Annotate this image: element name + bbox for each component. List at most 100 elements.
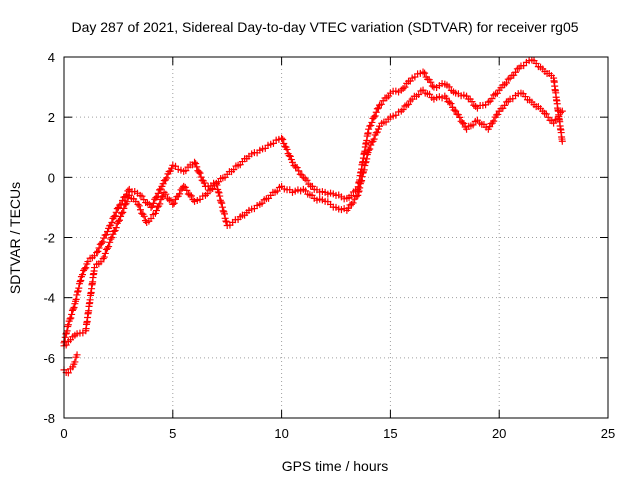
trace-marker — [187, 192, 195, 200]
trace-marker — [209, 185, 217, 193]
trace-marker — [165, 196, 173, 204]
trace-marker — [458, 119, 466, 127]
trace-marker — [71, 358, 79, 366]
trace-marker — [218, 199, 226, 207]
trace-marker — [170, 199, 178, 207]
trace-marker — [189, 196, 197, 204]
trace-marker — [293, 164, 301, 172]
data-point — [558, 107, 566, 115]
y-tick-label: 4 — [48, 50, 55, 65]
trace-marker — [295, 167, 303, 175]
trace-marker — [366, 145, 374, 153]
data-point — [354, 191, 362, 199]
trace-marker — [220, 210, 228, 218]
trace-marker — [101, 249, 109, 257]
trace-marker — [460, 119, 468, 127]
trace-marker — [488, 95, 496, 103]
trace-marker — [222, 217, 230, 225]
trace-marker — [99, 238, 107, 246]
trace-marker — [68, 310, 76, 318]
trace-marker — [124, 187, 132, 195]
trace-marker — [296, 170, 304, 178]
y-tick-label: -2 — [43, 231, 55, 246]
x-tick-label: 15 — [383, 426, 397, 441]
trace-marker — [158, 193, 166, 201]
trace-marker — [372, 129, 380, 137]
data-point — [104, 227, 112, 235]
trace-marker — [344, 204, 352, 212]
trace-marker — [354, 188, 362, 196]
trace-marker — [469, 121, 477, 129]
plot-frame — [63, 56, 609, 419]
data-marks — [60, 56, 566, 377]
series-track-2 — [60, 86, 566, 350]
trace-marker — [121, 193, 129, 201]
trace-marker — [367, 141, 375, 149]
trace-marker — [218, 203, 226, 211]
trace-marker — [490, 91, 498, 99]
trace-marker — [61, 333, 69, 341]
trace-marker — [77, 276, 85, 284]
trace-marker — [456, 113, 464, 121]
trace-marker — [442, 94, 450, 102]
trace-marker — [119, 208, 127, 216]
trace-marker — [406, 97, 414, 105]
trace-marker — [205, 186, 213, 194]
trace-marker — [370, 135, 378, 143]
trace-marker — [111, 212, 119, 220]
trace-marker — [230, 166, 238, 174]
trace-marker — [159, 180, 167, 188]
trace-marker — [136, 206, 144, 214]
trace-marker — [104, 244, 112, 252]
y-tick-label: -8 — [43, 411, 55, 426]
trace-marker — [105, 243, 113, 251]
trace-marker — [72, 295, 80, 303]
trace-marker — [163, 174, 171, 182]
trace-marker — [78, 271, 86, 279]
trace-marker — [62, 330, 70, 338]
trace-marker — [176, 190, 184, 198]
trace-marker — [301, 175, 309, 183]
trace-marker — [216, 192, 224, 200]
trace-marker — [140, 212, 148, 220]
trace-marker — [486, 123, 494, 131]
trace-marker — [64, 322, 72, 330]
trace-marker — [223, 218, 231, 226]
trace-marker — [555, 113, 563, 121]
trace-marker — [67, 314, 75, 322]
trace-marker — [368, 118, 376, 126]
trace-marker — [73, 291, 81, 299]
x-tick-label: 25 — [601, 426, 615, 441]
data-point — [64, 369, 72, 377]
trace-marker — [69, 305, 77, 313]
data-point — [558, 137, 566, 145]
trace-marker — [110, 213, 118, 221]
trace-marker — [120, 204, 128, 212]
y-tick-label: -6 — [43, 351, 55, 366]
trace-marker — [195, 168, 203, 176]
data-point — [134, 200, 142, 208]
trace-marker — [70, 303, 78, 311]
trace-marker — [280, 140, 288, 148]
trace-marker — [97, 239, 105, 247]
trace-marker — [283, 145, 291, 153]
trace-marker — [181, 183, 189, 191]
axes: 0 5 10 15 20 25 -8 -6 -4 -2 0 2 4 — [43, 50, 615, 441]
y-tick-label: -4 — [43, 291, 55, 306]
trace-marker — [303, 176, 311, 184]
data-point — [108, 234, 116, 241]
trace-marker — [371, 112, 379, 120]
trace-marker — [108, 219, 116, 227]
trace-marker — [114, 217, 122, 225]
trace-marker — [273, 187, 281, 195]
trace-marker — [110, 227, 118, 235]
trace-marker — [285, 152, 293, 160]
trace-marker — [118, 196, 126, 204]
trace-marker — [286, 152, 294, 160]
data-point — [278, 134, 286, 142]
trace-marker — [213, 181, 221, 189]
trace-marker — [405, 100, 413, 108]
data-point — [180, 182, 188, 190]
trace-marker — [147, 215, 155, 223]
trace-marker — [214, 188, 222, 196]
